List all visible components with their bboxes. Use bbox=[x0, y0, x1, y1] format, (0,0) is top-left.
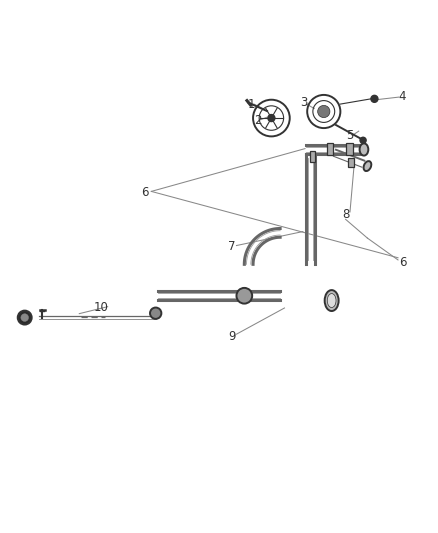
Ellipse shape bbox=[327, 294, 336, 308]
Text: 2: 2 bbox=[254, 114, 262, 127]
Circle shape bbox=[18, 311, 32, 325]
Ellipse shape bbox=[325, 290, 339, 311]
Circle shape bbox=[268, 115, 275, 122]
Text: 4: 4 bbox=[399, 90, 406, 103]
FancyBboxPatch shape bbox=[327, 142, 333, 155]
FancyBboxPatch shape bbox=[348, 158, 354, 167]
Circle shape bbox=[150, 308, 161, 319]
Circle shape bbox=[371, 95, 378, 102]
Circle shape bbox=[237, 288, 252, 304]
Text: 6: 6 bbox=[399, 256, 406, 269]
FancyBboxPatch shape bbox=[310, 151, 315, 161]
Ellipse shape bbox=[360, 143, 368, 156]
Text: 1: 1 bbox=[248, 99, 255, 111]
FancyBboxPatch shape bbox=[346, 142, 353, 155]
Circle shape bbox=[318, 106, 330, 118]
Text: 9: 9 bbox=[228, 330, 236, 343]
Text: 5: 5 bbox=[346, 129, 353, 142]
Ellipse shape bbox=[364, 161, 371, 171]
Circle shape bbox=[21, 314, 28, 321]
Text: 10: 10 bbox=[94, 302, 109, 314]
Circle shape bbox=[360, 138, 366, 143]
Text: 8: 8 bbox=[342, 208, 349, 221]
Text: 3: 3 bbox=[300, 96, 308, 109]
Text: 7: 7 bbox=[228, 240, 236, 253]
Text: 6: 6 bbox=[141, 186, 148, 199]
